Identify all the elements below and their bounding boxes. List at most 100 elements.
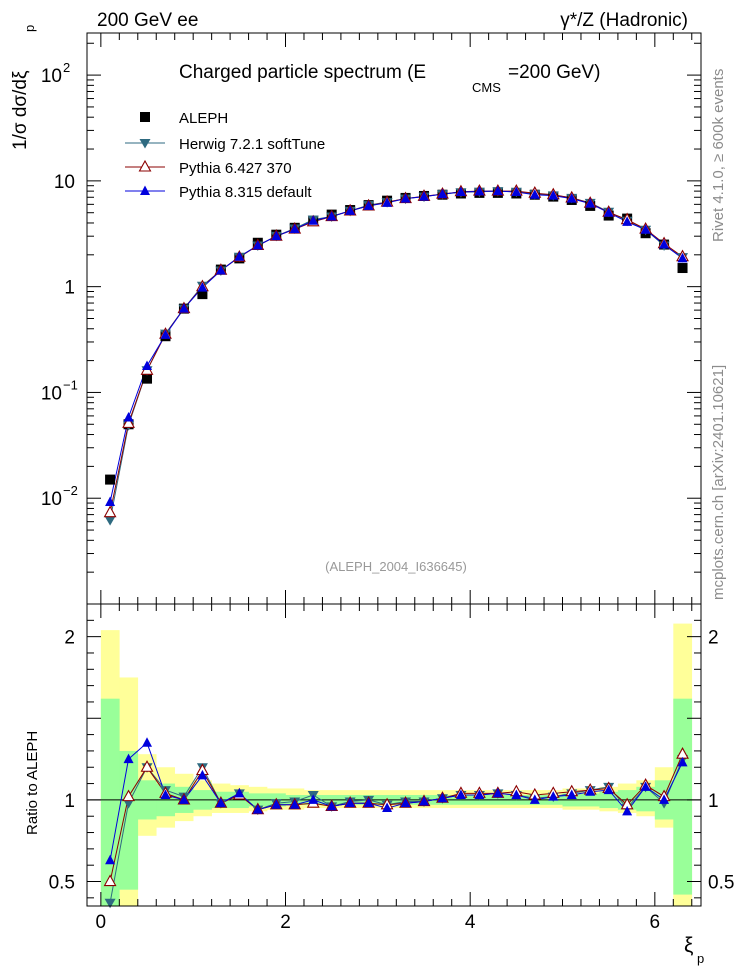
mc-point: [215, 265, 226, 275]
mc-point: [400, 193, 411, 203]
data-point: [142, 373, 153, 384]
data-point: [197, 289, 208, 300]
mc-point: [677, 252, 688, 263]
x-tick-label: 2: [280, 912, 291, 933]
ratio-point: [603, 784, 614, 795]
ratio-point: [474, 789, 485, 799]
ratio-point: [400, 797, 411, 808]
rivet-version-label: Rivet 4.1.0, ≥ 600k events: [710, 68, 727, 242]
x-tick-label: 0: [96, 912, 107, 933]
mc-point: [659, 239, 670, 249]
legend-entry: Pythia 6.427 370: [125, 159, 292, 177]
y-tick-label: 10: [41, 489, 62, 510]
ratio-point: [123, 799, 135, 809]
legend-marker: [140, 185, 150, 195]
ratio-point: [105, 854, 116, 865]
ratio-point: [455, 789, 466, 799]
ratio-y-tick-label: 2: [64, 628, 75, 649]
mc-point: [455, 186, 466, 196]
ratio-point: [566, 789, 577, 799]
ratio-point: [142, 737, 153, 747]
mc-point: [326, 211, 337, 221]
ratio-point: [585, 786, 596, 796]
mc-point: [123, 411, 134, 422]
mc-point: [142, 360, 153, 370]
ratio-point: [529, 794, 540, 804]
y-tick-exponent: −2: [63, 483, 78, 498]
y-axis-label: 1/σ dσ/dξ: [10, 70, 31, 150]
legend-marker: [139, 139, 151, 149]
mc-point: [566, 193, 577, 203]
ratio-point: [345, 797, 356, 808]
data-point: [105, 474, 116, 485]
mc-point: [271, 230, 282, 241]
mc-point: [585, 198, 596, 208]
y-tick-exponent: 2: [63, 60, 70, 75]
legend-label: ALEPH: [179, 110, 228, 127]
x-axis-label-subscript: p: [697, 951, 704, 966]
header-left: 200 GeV ee: [97, 10, 198, 31]
ratio-point: [363, 797, 374, 808]
legend-entry: Herwig 7.2.1 softTune: [125, 136, 325, 153]
mc-point: [308, 215, 319, 225]
legend-marker: [138, 159, 152, 172]
ratio-point: [104, 898, 116, 909]
ratio-frame: [86, 603, 702, 907]
series-line: [109, 190, 683, 513]
ratio-y-tick-label: 0.5: [49, 873, 75, 894]
ratio-ylabel-group: Ratio to ALEPH: [24, 731, 41, 835]
chart-title-tail: =200 GeV): [508, 62, 600, 83]
x-tick-label: 4: [465, 912, 476, 933]
mc-point: [178, 303, 189, 313]
mc-point: [419, 191, 430, 201]
chart-title-subscript: CMS: [472, 80, 501, 95]
ratio-point: [123, 753, 134, 764]
mc-point: [511, 186, 522, 196]
series-line: [109, 190, 683, 503]
ratio-panel: 0.5 0.5 1 1 2 2 0 2 4 6 Ratio to ALEPH ξp: [24, 603, 734, 966]
ratio-point: [289, 799, 300, 809]
y-tick-exponent: −1: [63, 377, 78, 392]
legend-entry: Pythia 8.315 default: [125, 184, 312, 201]
mc-point: [103, 505, 117, 518]
ratio-point: [326, 800, 337, 811]
mc-point: [160, 329, 171, 339]
ratio-point: [178, 794, 189, 804]
mc-point: [437, 188, 448, 199]
mc-point: [122, 416, 135, 428]
chart-title: Charged particle spectrum (E: [179, 62, 426, 83]
ratio-point: [419, 796, 430, 806]
series-line: [109, 190, 683, 521]
mcplots-label: mcplots.cern.ch [arXiv:2401.10621]: [710, 364, 727, 600]
ratio-point: [308, 794, 319, 804]
ratio-point: [659, 794, 670, 804]
legend-entry: ALEPH: [140, 110, 228, 127]
uncertainty-band-inner: [100, 698, 120, 906]
ratio-y-tick-label: 1: [64, 791, 75, 812]
ratio-point: [215, 797, 226, 808]
mc-point: [382, 197, 393, 207]
y-tick-label: 10: [41, 383, 62, 404]
mc-point: [104, 516, 116, 526]
ratio-point: [140, 760, 154, 772]
ratio-y-tick-label-right: 1: [708, 791, 719, 812]
ratio-point: [252, 804, 263, 814]
mc-point: [622, 216, 633, 226]
mc-point: [289, 223, 300, 234]
ratio-point: [437, 792, 448, 803]
mc-point: [345, 205, 356, 215]
mc-point: [197, 282, 208, 292]
ratio-line: [109, 754, 683, 882]
analysis-annotation: (ALEPH_2004_I636645): [325, 559, 467, 574]
y-tick-label: 10: [41, 66, 62, 87]
legend-label: Pythia 6.427 370: [179, 160, 292, 177]
y-axis-label-subscript: p: [22, 25, 37, 32]
ratio-point: [234, 787, 245, 798]
ratio-point: [382, 802, 393, 813]
ratio-point: [677, 756, 688, 767]
y-tick-label: 1: [64, 278, 75, 299]
mc-point: [474, 185, 485, 196]
mc-point: [548, 190, 559, 200]
